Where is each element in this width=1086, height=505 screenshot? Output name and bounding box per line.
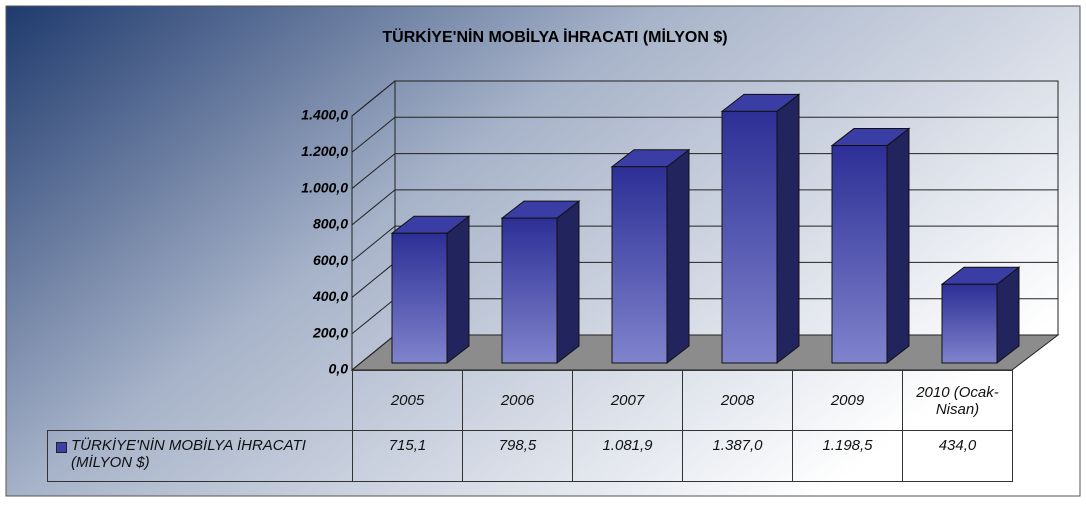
bar xyxy=(941,283,998,364)
bar xyxy=(611,166,668,364)
grid-line xyxy=(351,80,1058,117)
y-tick-label: 600,0 xyxy=(313,252,348,268)
value-cell: 1.198,5 xyxy=(792,430,903,482)
bar xyxy=(501,217,558,364)
category-cell: 2007 xyxy=(572,370,683,431)
legend-swatch xyxy=(56,442,67,453)
category-cell: 2010 (Ocak-Nisan) xyxy=(902,370,1013,431)
category-cell: 2005 xyxy=(352,370,463,431)
table-corner xyxy=(47,370,353,431)
value-cell: 1.081,9 xyxy=(572,430,683,482)
y-tick-label: 0,0 xyxy=(329,361,349,377)
value-cell: 798,5 xyxy=(462,430,573,482)
category-cell: 2009 xyxy=(792,370,903,431)
y-tick-label: 200,0 xyxy=(312,324,348,340)
y-tick-label: 400,0 xyxy=(312,288,348,304)
category-cell: 2008 xyxy=(682,370,793,431)
value-cell: 434,0 xyxy=(902,430,1013,482)
bar-side xyxy=(446,215,470,365)
legend-label: TÜRKİYE'NİN MOBİLYA İHRACATI (MİLYON $) xyxy=(71,437,306,471)
category-cell: 2006 xyxy=(462,370,573,431)
bar-side xyxy=(556,200,580,365)
value-cell: 715,1 xyxy=(352,430,463,482)
bar-side xyxy=(886,127,910,365)
y-tick-label: 1.400,0 xyxy=(301,107,348,123)
bar xyxy=(831,145,888,364)
y-tick-label: 800,0 xyxy=(313,216,348,232)
bar xyxy=(721,110,778,364)
value-cell: 1.387,0 xyxy=(682,430,793,482)
bar-side xyxy=(776,93,800,365)
bar-side xyxy=(666,148,690,365)
grid-line xyxy=(351,116,1058,153)
chart-title: TÜRKİYE'NİN MOBİLYA İHRACATI (MİLYON $) xyxy=(382,27,727,46)
legend-cell: TÜRKİYE'NİN MOBİLYA İHRACATI (MİLYON $) xyxy=(47,430,353,482)
y-tick-label: 1.200,0 xyxy=(301,143,348,159)
y-tick-label: 1.000,0 xyxy=(301,179,348,195)
bar xyxy=(391,232,448,364)
